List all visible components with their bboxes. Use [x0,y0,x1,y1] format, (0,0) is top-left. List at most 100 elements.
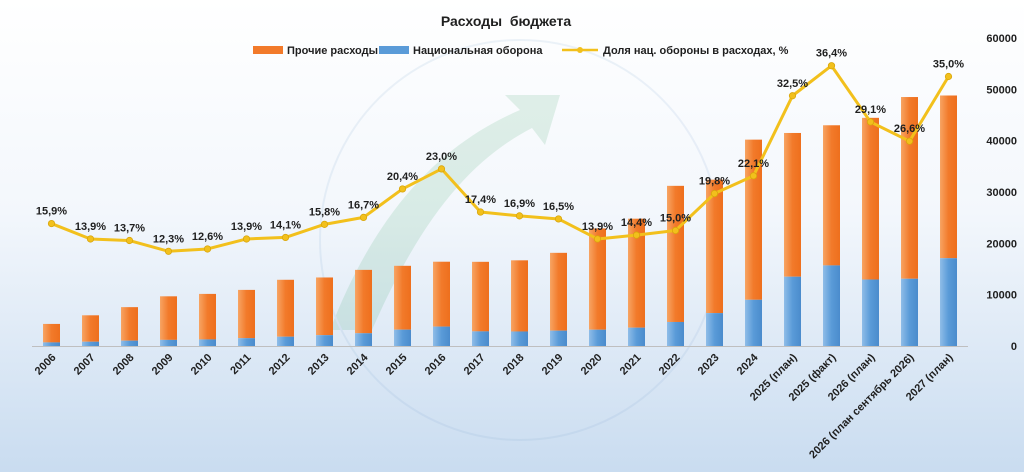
bar-defense-10 [433,326,450,346]
bar-defense-14 [589,329,606,346]
bar-defense-5 [238,338,255,346]
legend: Прочие расходы Национальная оборона Доля… [253,45,789,57]
bar-other-4 [199,293,216,340]
bar-other-22 [901,97,918,279]
share-label-19: 32,5% [777,78,808,90]
bar-other-6 [277,279,294,337]
share-point-22 [905,137,914,145]
legend-label-other: Прочие расходы [287,45,378,57]
share-label-3: 12,3% [153,233,184,245]
bar-other-18 [745,139,762,300]
share-label-2: 13,7% [114,223,145,235]
right-tick-0: 0 [1011,341,1017,353]
bar-defense-17 [706,313,723,346]
share-label-1: 13,9% [75,221,106,233]
bar-defense-0 [43,342,60,346]
share-point-1 [86,235,95,243]
share-point-6 [281,233,290,242]
bar-other-16 [667,185,684,322]
legend-marker-share [577,47,583,53]
share-point-13 [554,215,563,223]
share-label-10: 23,0% [426,151,457,163]
share-label-15: 14,4% [621,217,652,229]
share-point-19 [788,92,797,100]
bar-other-19 [784,132,801,277]
legend-label-share: Доля нац. обороны в расходах, % [603,45,789,57]
share-point-8 [359,213,368,222]
bar-other-8 [355,269,372,334]
bar-other-17 [706,179,723,314]
share-label-5: 13,9% [231,221,262,233]
share-point-23 [944,72,953,81]
bar-other-12 [511,260,528,332]
bar-defense-23 [940,258,957,346]
share-label-16: 15,0% [660,213,691,225]
share-label-23: 35,0% [933,59,964,71]
share-point-11 [476,208,485,216]
share-line [50,64,950,253]
share-label-21: 29,1% [855,104,886,116]
share-label-4: 12,6% [192,231,223,243]
bar-defense-22 [901,278,918,346]
share-label-8: 16,7% [348,199,379,211]
bar-defense-12 [511,331,528,346]
bar-other-9 [394,265,411,330]
bar-defense-16 [667,321,684,346]
bar-defense-8 [355,333,372,346]
share-point-7 [320,220,329,228]
bar-other-0 [43,323,60,343]
share-point-15 [632,231,641,239]
right-tick-6: 60000 [986,33,1017,45]
bar-defense-19 [784,276,801,346]
bar-other-13 [550,252,567,331]
share-line-group: 15,9% 13,9% 13,7% 12,3% 12,6% 13,9% 14,1% 15,8%… [36,48,964,255]
right-tick-4: 40000 [986,136,1017,148]
bar-other-21 [862,117,879,280]
share-label-14: 13,9% [582,221,613,233]
bar-other-3 [160,296,177,340]
share-point-12 [515,212,524,220]
share-point-18 [749,172,758,180]
share-label-17: 19,8% [699,176,730,188]
share-label-0: 15,9% [36,206,67,218]
share-point-4 [203,245,212,253]
right-tick-3: 30000 [986,187,1017,199]
bar-defense-15 [628,327,645,346]
bar-defense-7 [316,335,333,346]
share-point-3 [164,247,173,255]
legend-label-defense: Национальная оборона [413,45,543,57]
bar-other-2 [121,307,138,341]
bar-series-group [43,95,957,346]
share-point-5 [242,235,251,243]
bar-other-20 [823,125,840,266]
share-point-14 [593,235,602,243]
bar-defense-18 [745,299,762,346]
share-point-21 [866,118,875,126]
share-label-11: 17,4% [465,194,496,206]
share-label-7: 15,8% [309,206,340,218]
share-label-6: 14,1% [270,219,301,231]
legend-swatch-other [253,46,283,54]
bar-defense-20 [823,265,840,346]
share-label-12: 16,9% [504,198,535,210]
bar-other-15 [628,218,645,328]
legend-swatch-defense [379,46,409,54]
share-point-20 [827,62,836,70]
bar-other-7 [316,277,333,336]
share-point-0 [47,219,56,228]
bar-other-14 [589,228,606,330]
share-point-10 [437,165,446,173]
bar-other-23 [940,95,957,259]
share-point-17 [710,189,719,198]
bar-defense-21 [862,279,879,346]
share-point-2 [125,236,134,245]
right-tick-5: 50000 [986,84,1017,96]
share-label-22: 26,6% [894,123,925,135]
bar-other-11 [472,261,489,332]
bar-defense-4 [199,339,216,346]
right-tick-1: 10000 [986,290,1017,302]
bar-defense-2 [121,340,138,346]
bar-other-5 [238,289,255,339]
